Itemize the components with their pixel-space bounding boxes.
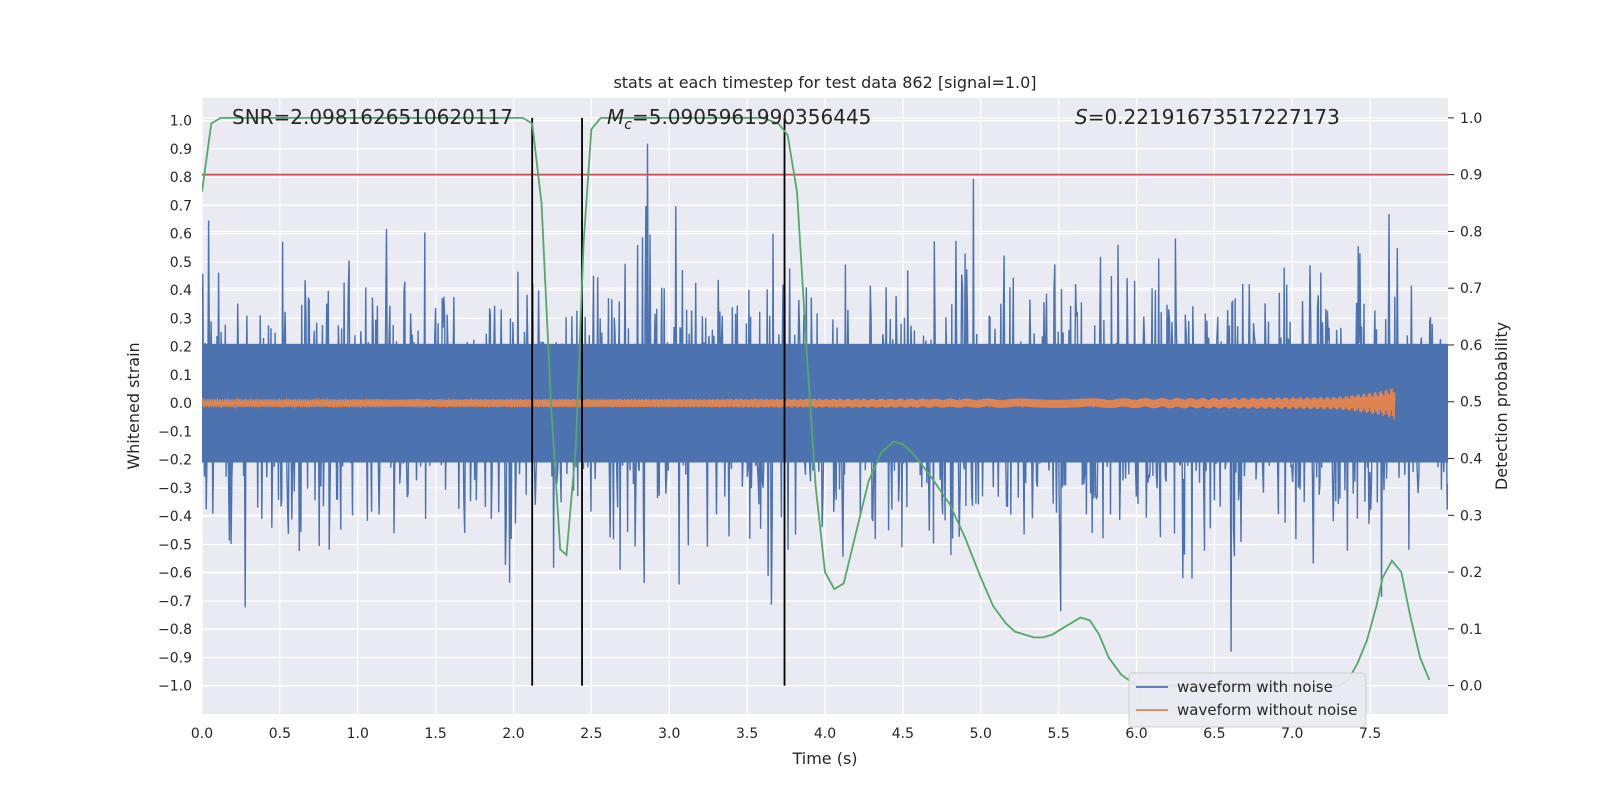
x-tick-label: 5.0: [970, 726, 992, 742]
s-annotation: S=0.22191673517227173: [1075, 105, 1340, 129]
right-tick-label: 1.0: [1460, 111, 1482, 127]
x-tick-label: 2.5: [580, 726, 602, 742]
legend-box: [1128, 672, 1367, 728]
x-tick-label: 6.5: [1203, 726, 1225, 742]
right-tick-label: 0.3: [1460, 508, 1482, 524]
x-tick-label: 7.0: [1281, 726, 1303, 742]
left-tick-label: 0.3: [170, 311, 192, 327]
clean-line: [202, 388, 1396, 420]
x-tick-label: 3.0: [658, 726, 680, 742]
legend-label-clean: waveform without noise: [1177, 701, 1357, 719]
left-tick-label: 0.2: [170, 340, 192, 356]
x-tick-label: 6.0: [1125, 726, 1147, 742]
x-axis-ticks: 0.0 0.5 1.0 1.5 2.0 2.5 3.0 3.5 4.0 4.5 5.0 5.5 6.0 6…: [191, 726, 1381, 742]
x-tick-label: 2.0: [502, 726, 524, 742]
right-tick-label: 0.7: [1460, 281, 1482, 297]
left-axis-ticks: 1.0 0.9 0.8 0.7 0.6 0.5 0.4 0.3 0.2 0.1 0.0 −0.1 −0.…: [158, 114, 192, 695]
x-tick-label: 7.5: [1359, 726, 1381, 742]
left-tick-label: 0.9: [170, 142, 192, 158]
x-tick-label: 1.0: [347, 726, 369, 742]
right-tick-label: 0.9: [1460, 168, 1482, 184]
left-tick-label: −0.7: [158, 594, 192, 610]
left-tick-label: −0.5: [158, 537, 192, 553]
left-tick-label: −0.1: [158, 424, 192, 440]
x-tick-label: 4.5: [892, 726, 914, 742]
right-tick-label: 0.4: [1460, 452, 1482, 468]
x-tick-label: 0.0: [191, 726, 213, 742]
snr-annotation: SNR=2.0981626510620117: [232, 105, 513, 129]
right-tick-label: 0.1: [1460, 622, 1482, 638]
x-tick-label: 3.5: [736, 726, 758, 742]
left-tick-label: 0.0: [170, 396, 192, 412]
x-tick-label: 5.5: [1047, 726, 1069, 742]
left-tick-label: 0.8: [170, 170, 192, 186]
right-axis-ticks: 1.0 0.9 0.8 0.7 0.6 0.5 0.4 0.3 0.2 0.1 0.0: [1448, 111, 1482, 695]
chart-title: stats at each timestep for test data 862…: [613, 73, 1036, 92]
left-tick-label: 1.0: [170, 114, 192, 130]
x-tick-label: 1.5: [424, 726, 446, 742]
left-tick-label: 0.1: [170, 368, 192, 384]
legend: waveform with noise waveform without noi…: [1128, 672, 1367, 728]
x-tick-label: 4.0: [814, 726, 836, 742]
left-tick-label: −0.6: [158, 566, 192, 582]
left-tick-label: −0.3: [158, 481, 192, 497]
series-waveform-without-noise: [202, 388, 1396, 420]
left-tick-label: 0.7: [170, 198, 192, 214]
x-axis-title: Time (s): [791, 749, 857, 768]
chirp-mass-annotation: Mc=5.0905961990356445: [607, 105, 871, 133]
vertical-markers: [531, 117, 786, 686]
left-axis-title: Whitened strain: [124, 342, 143, 469]
left-tick-label: 0.6: [170, 227, 192, 243]
left-tick-label: −1.0: [158, 679, 192, 695]
right-tick-label: 0.5: [1460, 395, 1482, 411]
left-tick-label: 0.5: [170, 255, 192, 271]
left-tick-label: −0.2: [158, 453, 192, 469]
right-tick-label: 0.2: [1460, 565, 1482, 581]
x-tick-label: 0.5: [269, 726, 291, 742]
left-tick-label: −0.8: [158, 622, 192, 638]
right-tick-label: 0.8: [1460, 224, 1482, 240]
right-tick-label: 0.0: [1460, 679, 1482, 695]
left-tick-label: −0.4: [158, 509, 192, 525]
right-tick-label: 0.6: [1460, 338, 1482, 354]
legend-label-noise: waveform with noise: [1177, 678, 1333, 696]
right-axis-title: Detection probability: [1492, 322, 1511, 490]
left-tick-label: −0.9: [158, 650, 192, 666]
left-tick-label: 0.4: [170, 283, 192, 299]
